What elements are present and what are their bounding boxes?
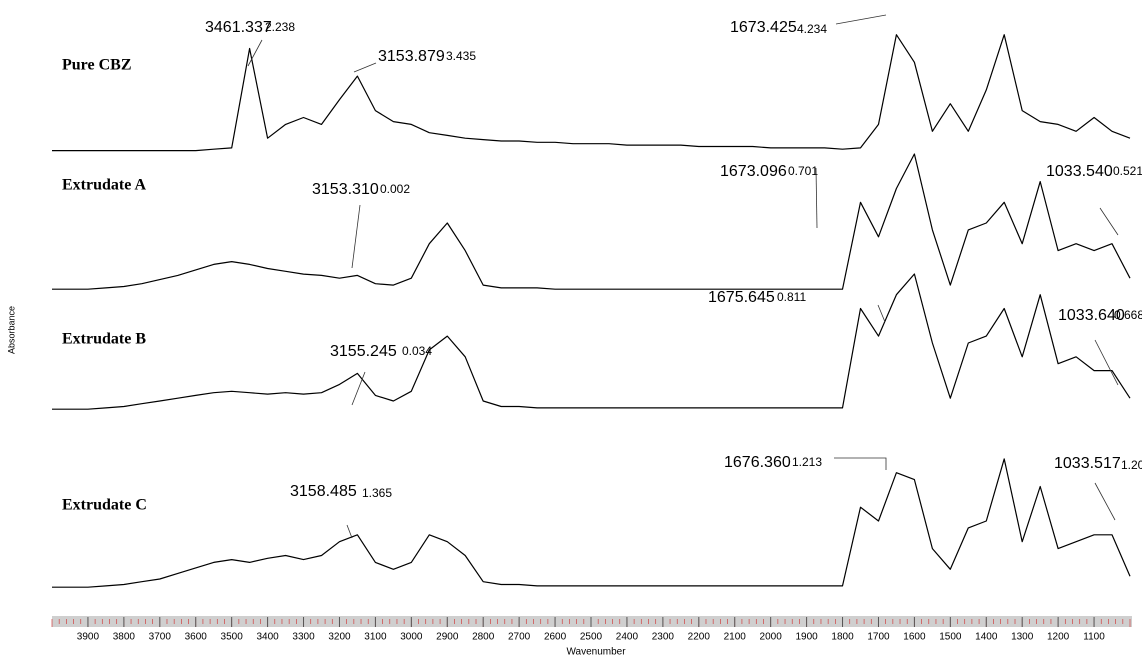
peak-value: 0.811: [777, 290, 806, 304]
series-label: Pure CBZ: [62, 57, 131, 74]
x-tick-label: 3500: [221, 632, 244, 643]
peak-label: 3153.879: [378, 48, 445, 65]
peak-label: 3158.485: [290, 483, 357, 500]
leader-line: [835, 14, 887, 25]
x-tick-label: 3400: [256, 632, 279, 643]
x-axis-label: Wavenumber: [566, 647, 626, 658]
peak-value: 4.234: [797, 22, 827, 36]
leader-line: [351, 204, 361, 269]
peak-value: 1.20: [1121, 458, 1142, 472]
spectrum-line: [52, 153, 1131, 290]
x-tick-label: 1500: [939, 632, 962, 643]
x-tick-label: 3300: [292, 632, 315, 643]
x-tick-label: 1200: [1047, 632, 1070, 643]
leader-line: [834, 457, 887, 470]
leader-line: [1099, 207, 1119, 236]
peak-label: 1673.096: [720, 163, 787, 180]
peak-value: 0.034: [402, 344, 432, 358]
x-tick-label: 2900: [436, 632, 459, 643]
x-tick-label: 3100: [364, 632, 387, 643]
spectrum-line: [52, 458, 1131, 588]
peak-label: 1673.425: [730, 19, 797, 36]
x-tick-label: 1400: [975, 632, 998, 643]
peak-label: 1033.640: [1058, 307, 1125, 324]
peak-value: 2.238: [265, 20, 295, 34]
peak-value: 0.701: [788, 164, 818, 178]
leader-line: [815, 167, 818, 229]
peak-label: 3153.310: [312, 181, 379, 198]
x-tick-label: 2500: [580, 632, 603, 643]
spectrum-line: [52, 273, 1131, 410]
series-label: Extrudate A: [62, 177, 146, 194]
x-tick-label: 3700: [149, 632, 172, 643]
x-tick-label: 1300: [1011, 632, 1034, 643]
x-tick-label: 3600: [185, 632, 208, 643]
peak-value: 3.435: [446, 49, 476, 63]
x-tick-label: 2000: [760, 632, 783, 643]
x-tick-label: 2400: [616, 632, 639, 643]
peak-value: 1.213: [792, 455, 822, 469]
leader-line: [346, 524, 353, 539]
peak-value: 0.002: [380, 182, 410, 196]
peak-label: 1033.517: [1054, 455, 1121, 472]
series-label: Extrudate C: [62, 497, 147, 514]
y-axis-label: Absorbance: [6, 306, 16, 354]
peak-label: 1033.540: [1046, 163, 1113, 180]
x-tick-label: 1700: [867, 632, 890, 643]
x-tick-label: 3000: [400, 632, 423, 643]
x-tick-label: 1800: [831, 632, 854, 643]
axis-bar: [52, 616, 1132, 627]
peak-value: 1.365: [362, 486, 392, 500]
x-tick-label: 1900: [795, 632, 818, 643]
peak-label: 1676.360: [724, 454, 791, 471]
leader-line: [353, 62, 377, 73]
peak-label: 1675.645: [708, 289, 775, 306]
leader-line: [1094, 339, 1119, 386]
x-tick-label: 2300: [652, 632, 675, 643]
x-tick-label: 3200: [328, 632, 351, 643]
x-tick-label: 1600: [903, 632, 926, 643]
peak-label: 3155.245: [330, 343, 397, 360]
x-tick-label: 3900: [77, 632, 100, 643]
leader-line: [877, 304, 886, 323]
x-tick-label: 2200: [688, 632, 711, 643]
spectrum-line: [52, 34, 1131, 152]
peak-value: 0.521: [1113, 164, 1142, 178]
peak-label: 3461.337: [205, 19, 272, 36]
series-label: Extrudate B: [62, 331, 146, 348]
leader-line: [1094, 482, 1116, 521]
x-tick-label: 2800: [472, 632, 495, 643]
x-tick-label: 1100: [1083, 632, 1105, 643]
x-tick-label: 3800: [113, 632, 136, 643]
leader-line: [247, 39, 263, 67]
x-tick-label: 2600: [544, 632, 567, 643]
peak-value: 0.668: [1114, 308, 1142, 322]
x-tick-label: 2700: [508, 632, 531, 643]
leader-line: [351, 371, 366, 406]
x-tick-label: 2100: [724, 632, 747, 643]
